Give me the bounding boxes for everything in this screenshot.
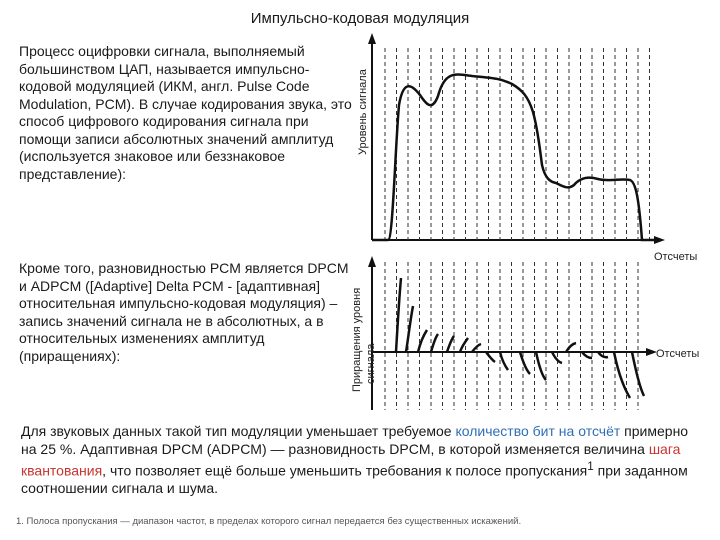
figure-signal-level: Уровень сигнала Отсчеты: [357, 33, 697, 263]
fig2-y-label-line2: сигнала: [365, 343, 377, 384]
increment-mark: [416, 329, 429, 353]
increment-mark: [445, 335, 456, 353]
increment-mark: [564, 341, 577, 353]
fig2-x-arrow: [646, 348, 657, 356]
link-quantization-step[interactable]: шага квантования: [21, 440, 681, 479]
increment-mark: [550, 351, 563, 365]
p3-text-d: при заданном соотношении сигнала и шума.: [21, 462, 688, 497]
footnote-marker: 1: [587, 460, 594, 473]
fig1-x-label: Отсчеты: [654, 251, 697, 263]
p3-text-b: примерно на 25 %. Адаптивная DPCM (ADPCM…: [21, 423, 689, 457]
page-title: Импульсно-кодовая модуляция: [250, 10, 470, 27]
increment-mark: [581, 351, 593, 360]
increment-mark: [534, 351, 547, 381]
fig2-x-label: Отсчеты: [656, 348, 699, 360]
increment-mark: [612, 351, 632, 399]
increment-mark: [597, 351, 609, 359]
p3-text-a: Для звуковых данных такой тип модуляции …: [21, 423, 456, 439]
increment-mark: [429, 333, 440, 353]
increment-mark: [630, 351, 646, 397]
paragraph-dpcm: Кроме того, разновидностью PCM является …: [19, 260, 349, 364]
increment-mark: [471, 342, 482, 353]
paragraph-pcm: Процесс оцифровки сигнала, выполняемый б…: [19, 43, 352, 182]
link-bits-per-sample[interactable]: количество бит на отсчёт: [455, 423, 621, 439]
figure-increments: Приращения уровня сигнала Отсчеты: [351, 256, 699, 410]
fig1-signal-curve: [372, 73, 660, 242]
increment-mark: [518, 351, 531, 375]
footnote: 1. Полоса пропускания — диапазон частот,…: [16, 516, 522, 527]
increment-mark: [498, 351, 510, 371]
fig1-y-label: Уровень сигнала: [357, 68, 369, 155]
increment-mark: [458, 337, 470, 353]
fig1-y-arrow: [368, 33, 376, 44]
fig2-increment-marks: [394, 277, 646, 399]
increment-mark: [485, 351, 496, 364]
fig2-y-arrow: [368, 256, 376, 267]
p3-text-c: , что позволяет ещё больше уменьшить тре…: [102, 462, 588, 479]
paragraph-adpcm: Для звуковых данных такой тип модуляции …: [21, 423, 701, 498]
fig2-y-label-line1: Приращения уровня: [351, 288, 363, 392]
increment-mark: [394, 277, 403, 353]
fig2-sample-lines: [384, 262, 639, 410]
fig1-sample-lines: [384, 48, 650, 240]
increment-mark: [404, 305, 415, 353]
